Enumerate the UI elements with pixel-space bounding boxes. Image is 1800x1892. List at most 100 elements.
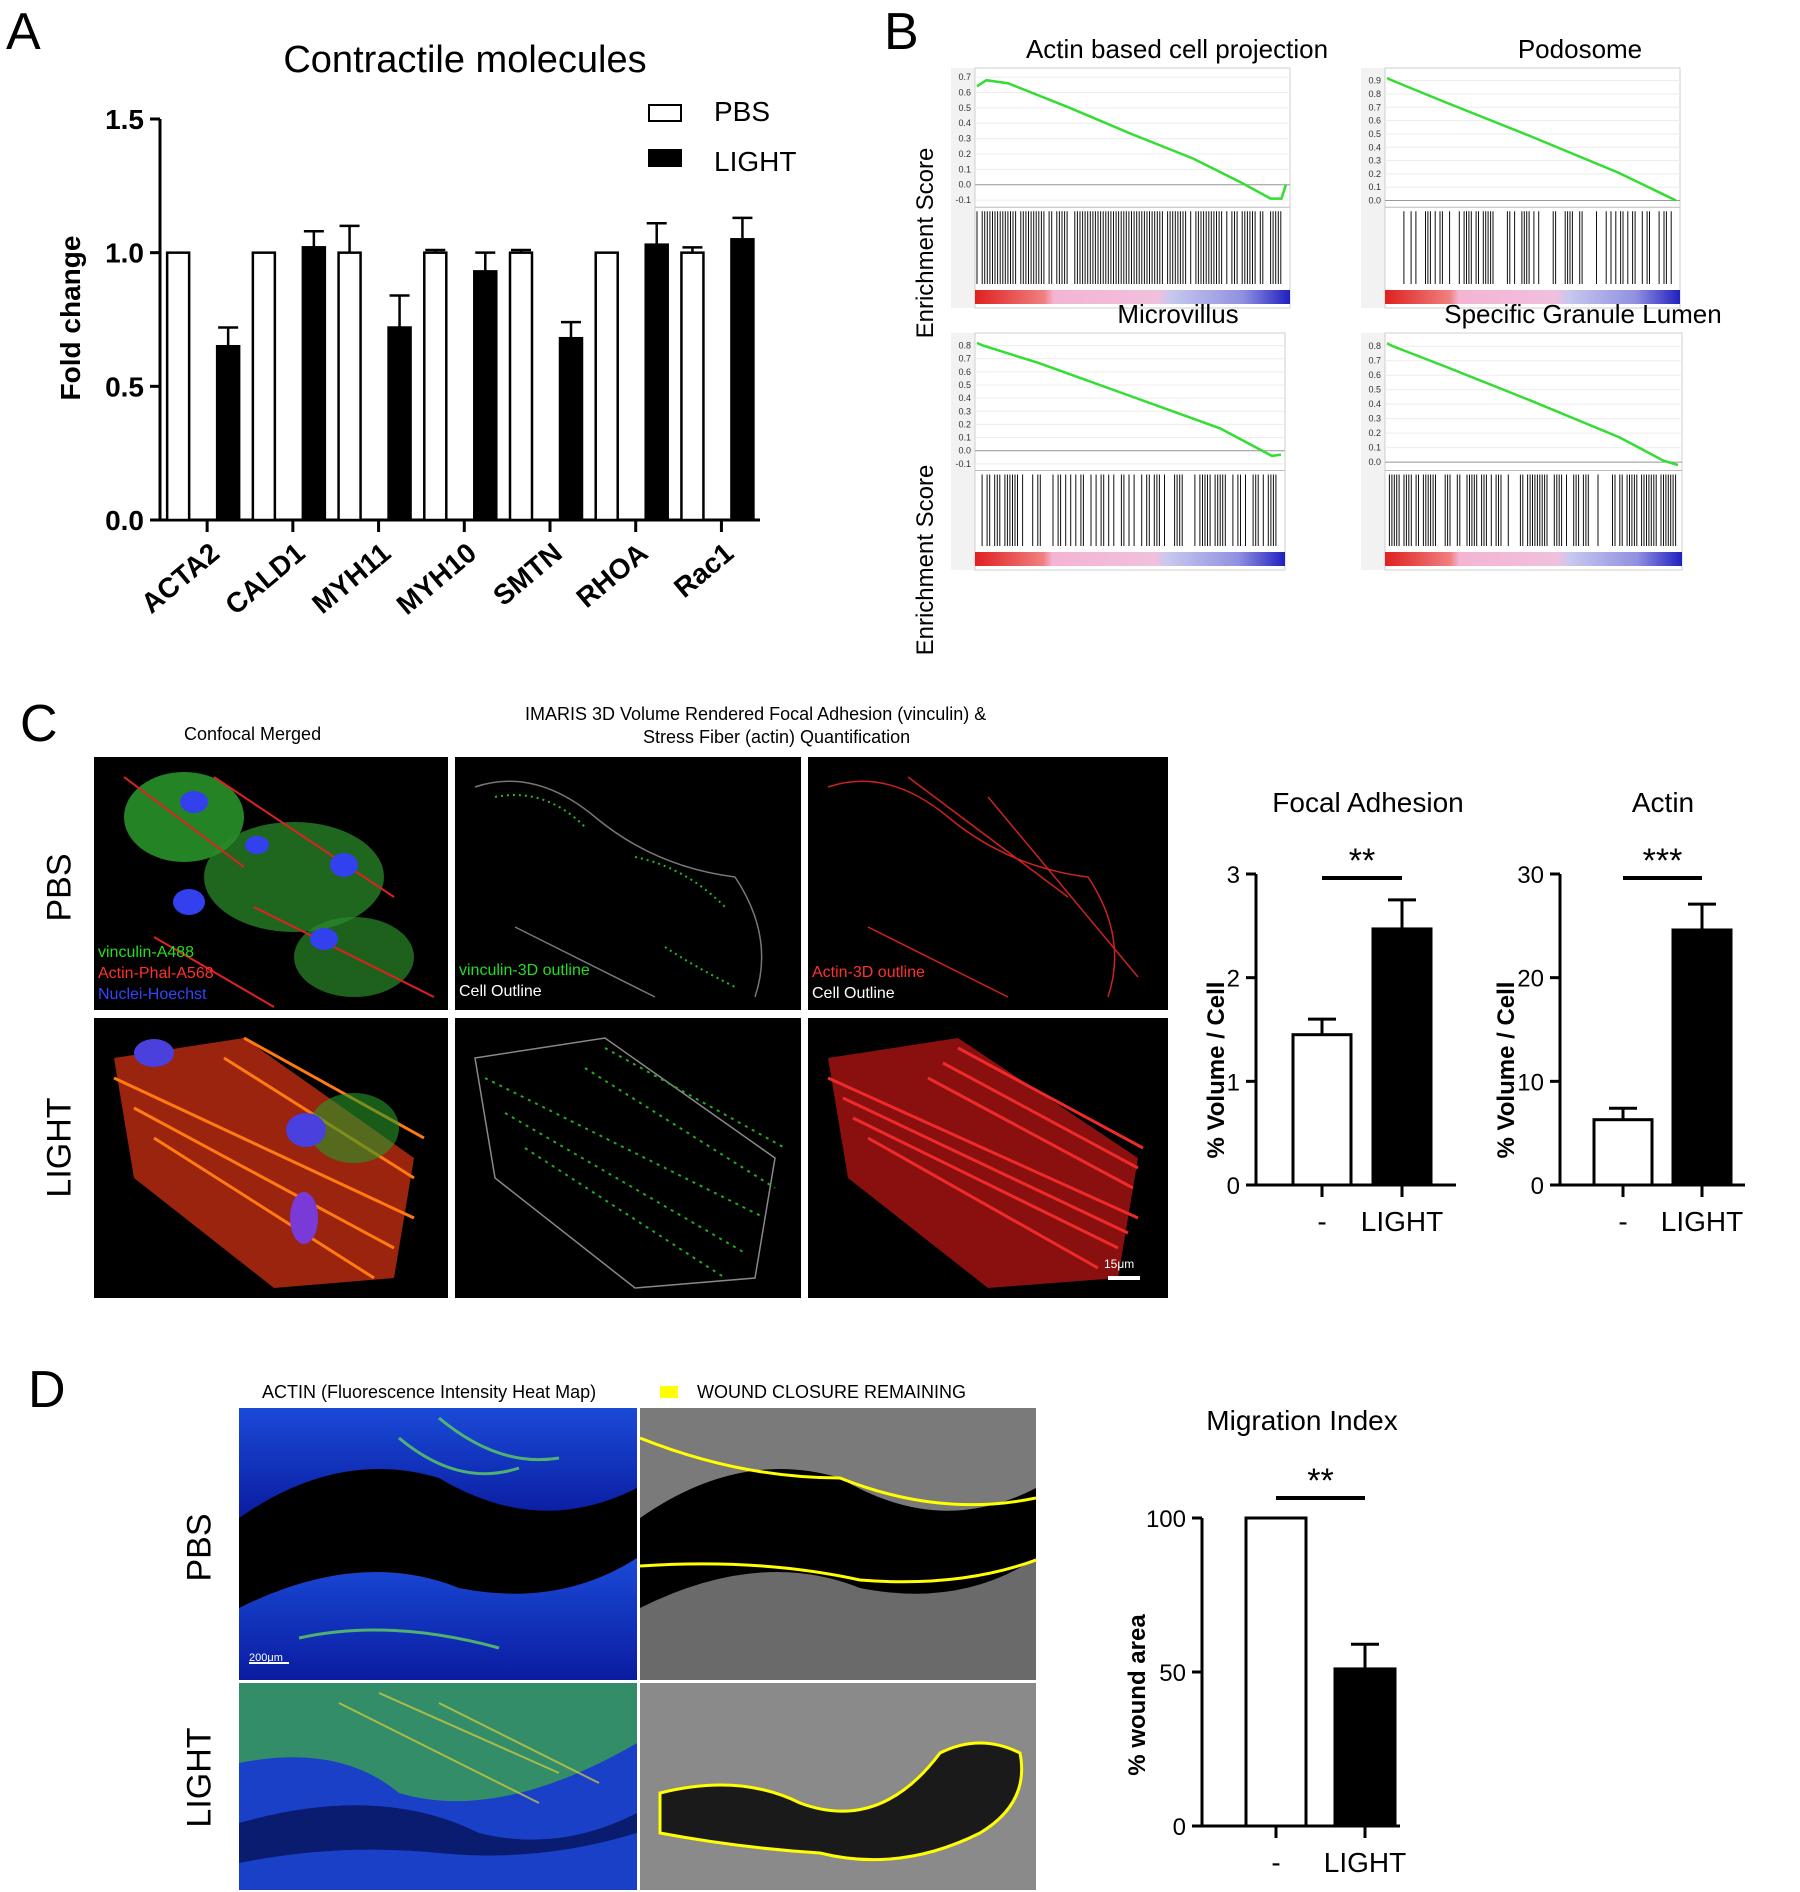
bar-light [1371,927,1433,1187]
gsea-ytick-label: 0.0 [958,446,971,456]
bar-pbs-rhoa [594,251,619,522]
legend-vinculin: vinculin-A488 [98,944,195,961]
bar-light [1333,1667,1397,1828]
gsea-frame [974,332,1286,571]
gsea-curve [1386,342,1679,467]
gsea-plot-3: Microvillus 0.8 0.7 0.6 0.5 0.4 0.3 0.2 0.1 0.0 -0… [951,299,1286,571]
wound-closure-pbs-image [640,1408,1036,1680]
row-label-light-d: LIGHT [180,1727,219,1828]
y-tick-label: 0 [1531,1173,1544,1200]
gsea-ytick-label: 0.4 [958,393,971,403]
gsea-ytick-label: -0.1 [955,195,971,205]
bar-light-rhoa [644,243,669,522]
label-actin-outline: Actin-3D outline [812,964,925,981]
legend-light-swatch [648,149,682,167]
row-label-light-c: LIGHT [40,1097,79,1198]
legend-nuclei: Nuclei-Hoechst [98,986,207,1003]
gsea-ytick-label: 0.9 [1368,76,1381,86]
legend-light-label: LIGHT [714,146,796,177]
chart-c2-ylabel: % Volume / Cell [1493,982,1520,1159]
imaris-header-line1: IMARIS 3D Volume Rendered Focal Adhesion… [525,704,987,724]
chart-a-title: Contractile molecules [283,39,646,81]
gsea-rank-bar [1385,552,1682,566]
gsea-ytick-label: 0.4 [1368,399,1381,409]
actin-heatmap-light-image [239,1683,637,1890]
bar-light-myh10 [473,270,498,522]
gsea-ylabel-bottom: Enrichment Score [912,465,939,656]
gsea-hit-marks [1403,211,1672,284]
gsea-ytick-label: 0.7 [958,72,971,82]
gsea-ytick-label: 0.2 [1368,169,1381,179]
gsea-ytick-label: 0.3 [1368,156,1381,166]
gsea-ytick-label: 0.1 [958,164,971,174]
bar-light-smtn [558,336,584,522]
confocal-light-image [94,1018,448,1298]
gsea-ytick-label: 0.1 [958,433,971,443]
y-tick-label-a: 0.0 [105,505,144,536]
bar-pbs-myh10 [423,251,448,522]
chart-d-title: Migration Index [1206,1405,1397,1436]
bar-light-cald1 [301,246,327,522]
gsea-ytick-label: 0.6 [958,367,971,377]
bar-pbs-smtn [508,251,534,522]
gsea-title: Actin based cell projection [1026,34,1328,64]
gsea-ytick-label: 0.1 [1368,182,1381,192]
bar-light-myh11 [387,326,412,522]
y-tick-label-a: 1.0 [105,238,144,269]
migration-index-chart: Migration Index % wound area 0 50 100 - LIGH… [1124,1405,1406,1878]
gsea-frame [1384,332,1683,571]
gsea-ytick-label: 0.1 [1368,443,1381,453]
gsea-ytick-label: 0.2 [958,149,971,159]
gsea-rank-bar [1385,290,1680,304]
x-tick-label: - [1618,1206,1627,1237]
bar-pbs-acta2 [165,251,191,522]
gsea-ytick-label: 0.6 [1368,370,1381,380]
gsea-ytick-label: 0.0 [958,180,971,190]
gsea-plot-4: Specific Granule Lumen 0.8 0.7 0.6 0.5 0.4 0.3… [1361,299,1722,571]
y-tick-label: 10 [1517,1069,1544,1096]
x-tick-label: LIGHT [1361,1206,1443,1237]
imaris-header-line2: Stress Fiber (actin) Quantification [643,727,911,747]
scale-bar-d [249,1662,289,1664]
confocal-merged-header: Confocal Merged [184,724,322,744]
y-tick-label-a: 1.5 [105,104,144,135]
bar-light-acta2 [215,344,241,522]
actin-volume-chart: Actin % Volume / Cell 0 10 20 30 - LIGHT *** [1493,787,1745,1237]
row-label-pbs-d: PBS [180,1513,219,1582]
x-tick-label-a: MYH10 [391,537,482,621]
x-tick-label-a: ACTA2 [135,537,225,619]
actin-heatmap-pbs-image: 200μm [239,1408,637,1680]
gsea-ytick-label: 0.4 [1368,142,1381,152]
gsea-hit-marks [981,474,1277,546]
gsea-ytick-label: 0.6 [1368,116,1381,126]
gsea-ytick-label: 0.4 [958,118,971,128]
x-tick-label-a: MYH11 [306,537,396,620]
panel-letter-a: A [6,3,41,61]
focal-adhesion-chart: Focal Adhesion % Volume / Cell 0 1 2 3 - LIGH… [1203,787,1464,1237]
gsea-title: Microvillus [1117,299,1238,329]
gsea-ytick-label: 0.5 [958,380,971,390]
bar-pbs-cald1 [251,251,277,522]
x-tick-label-a: RHOA [570,537,653,614]
y-tick-label: 0 [1173,1814,1186,1841]
wound-closure-header: WOUND CLOSURE REMAINING [697,1382,967,1402]
gsea-ytick-label: 0.2 [1368,428,1381,438]
gsea-hit-marks [1388,474,1677,546]
y-tick-label: 100 [1146,1506,1186,1533]
gsea-title: Specific Granule Lumen [1444,299,1721,329]
gsea-ytick-label: 0.7 [958,354,971,364]
bar-control [1592,1118,1654,1187]
label-cell-outline-2: Cell Outline [812,985,895,1002]
y-tick-label: 1 [1227,1069,1240,1096]
gsea-ylabel-top: Enrichment Score [912,148,939,339]
gsea-ytick-label: 0.2 [958,419,971,429]
gsea-curve [976,341,1282,458]
gsea-ytick-label: 0.7 [1368,102,1381,112]
y-tick-label: 50 [1159,1660,1186,1687]
bar-control [1244,1516,1308,1828]
x-tick-label-a: Rac1 [668,537,739,604]
x-tick-label: - [1317,1206,1326,1237]
bar-control [1291,1033,1353,1187]
label-cell-outline-1: Cell Outline [459,983,542,1000]
scale-bar-label-c: 15μm [1104,1257,1135,1271]
